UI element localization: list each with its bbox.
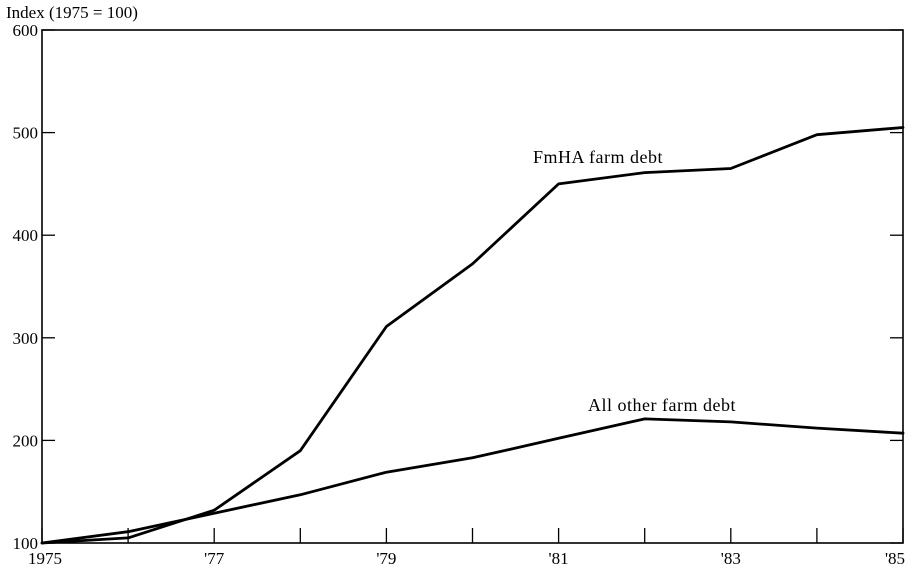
series-label-fmha: FmHA farm debt	[533, 147, 663, 167]
y-tick-label: 600	[13, 21, 39, 40]
x-tick-label: '77	[204, 549, 225, 568]
series-lines	[40, 126, 905, 545]
x-axis: 1975 '77 '79 '81 '83 '85	[28, 528, 905, 568]
y-tick-label: 400	[13, 226, 39, 245]
x-tick-label: '85	[885, 549, 905, 568]
x-tick-label: '83	[721, 549, 741, 568]
y-tick-label: 200	[13, 431, 39, 450]
y-axis-label: Index (1975 = 100)	[6, 3, 138, 22]
x-tick-label: '81	[549, 549, 569, 568]
series-line-fmha	[40, 126, 905, 545]
plot-frame	[41, 29, 904, 544]
x-tick-label: 1975	[28, 549, 62, 568]
series-label-other: All other farm debt	[588, 395, 736, 415]
series-line-other	[40, 417, 905, 545]
plot-border	[41, 29, 904, 544]
y-tick-label: 100	[13, 534, 39, 553]
x-tick-label: '79	[376, 549, 396, 568]
y-tick-label: 300	[13, 329, 39, 348]
y-tick-label: 500	[13, 124, 39, 143]
y-axis: 100 200 300 400 500 600	[13, 21, 903, 553]
